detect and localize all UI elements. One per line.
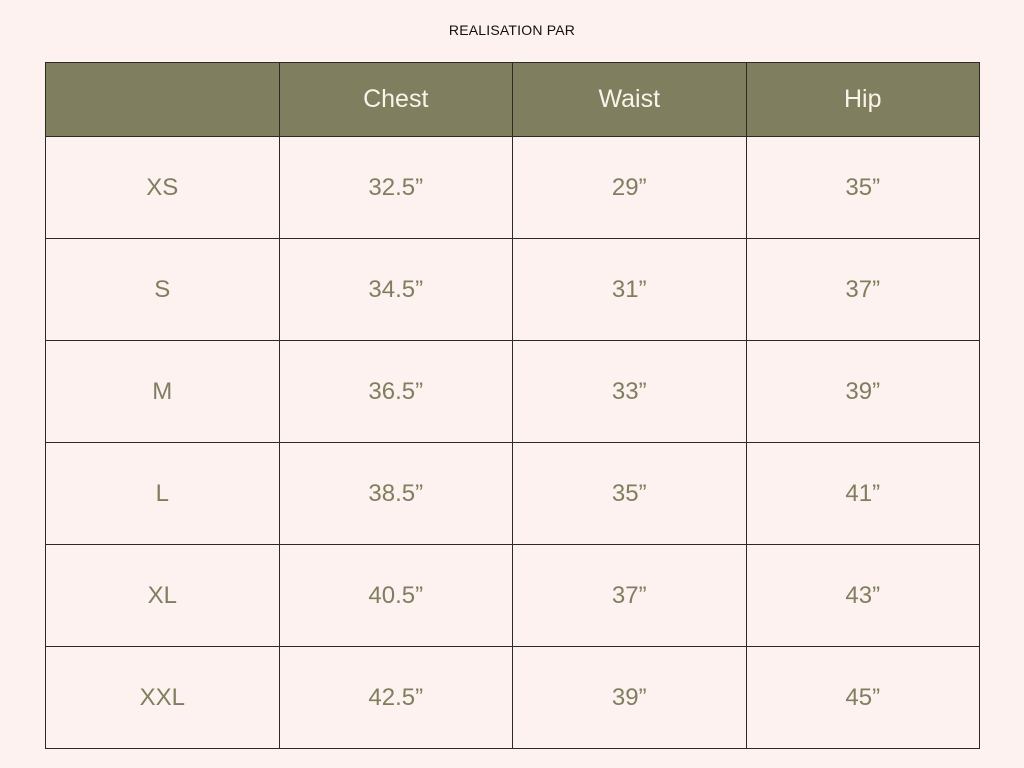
cell-chest: 34.5” [278, 238, 513, 341]
cell-chest: 40.5” [278, 544, 513, 647]
cell-hip: 39” [745, 340, 980, 443]
cell-size: S [45, 238, 280, 341]
cell-chest: 38.5” [278, 442, 513, 545]
table-row: M 36.5” 33” 39” [45, 340, 980, 443]
table-header-row: Chest Waist Hip [45, 62, 980, 137]
cell-size: XS [45, 136, 280, 239]
cell-size: XL [45, 544, 280, 647]
size-chart-table: Chest Waist Hip XS 32.5” 29” 35” S 34.5” 31” 37… [45, 62, 980, 749]
cell-size: XXL [45, 646, 280, 749]
cell-waist: 31” [512, 238, 747, 341]
cell-size: L [45, 442, 280, 545]
table-row: XS 32.5” 29” 35” [45, 136, 980, 239]
header-cell-waist: Waist [512, 62, 747, 137]
cell-hip: 37” [745, 238, 980, 341]
table-row: L 38.5” 35” 41” [45, 442, 980, 545]
cell-waist: 39” [512, 646, 747, 749]
table-row: XL 40.5” 37” 43” [45, 544, 980, 647]
cell-hip: 35” [745, 136, 980, 239]
cell-chest: 42.5” [278, 646, 513, 749]
cell-size: M [45, 340, 280, 443]
cell-hip: 43” [745, 544, 980, 647]
cell-waist: 29” [512, 136, 747, 239]
cell-hip: 41” [745, 442, 980, 545]
cell-waist: 35” [512, 442, 747, 545]
header-cell-chest: Chest [278, 62, 513, 137]
cell-chest: 32.5” [278, 136, 513, 239]
cell-chest: 36.5” [278, 340, 513, 443]
page-title: REALISATION PAR [448, 22, 576, 38]
header-cell-hip: Hip [745, 62, 980, 137]
cell-hip: 45” [745, 646, 980, 749]
table-row: XXL 42.5” 39” 45” [45, 646, 980, 749]
cell-waist: 37” [512, 544, 747, 647]
table-row: S 34.5” 31” 37” [45, 238, 980, 341]
cell-waist: 33” [512, 340, 747, 443]
header-cell-size [45, 62, 280, 137]
